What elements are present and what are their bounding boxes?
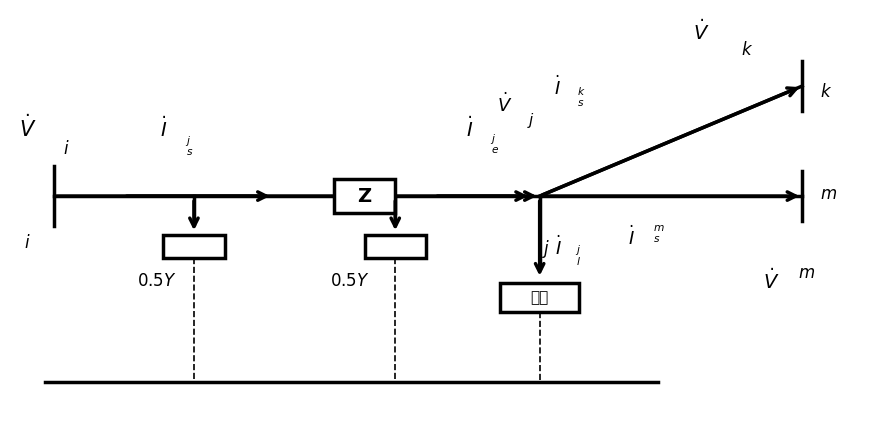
Text: $\dot{V}$: $\dot{V}$	[19, 114, 36, 141]
FancyBboxPatch shape	[333, 179, 395, 213]
Text: ${}^{m}_{s}$: ${}^{m}_{s}$	[652, 224, 665, 245]
Text: $j$: $j$	[541, 239, 549, 260]
Text: $j$: $j$	[526, 112, 534, 130]
Text: $\dot{I}$: $\dot{I}$	[160, 116, 167, 141]
FancyBboxPatch shape	[500, 283, 578, 312]
Text: ${}^{j}_{s}$: ${}^{j}_{s}$	[185, 135, 194, 158]
FancyBboxPatch shape	[364, 235, 425, 259]
Text: $\dot{I}$: $\dot{I}$	[554, 235, 560, 259]
Text: $m$: $m$	[797, 264, 814, 282]
Text: $\dot{V}$: $\dot{V}$	[762, 268, 779, 293]
Text: $0.5Y$: $0.5Y$	[329, 272, 369, 290]
Text: ${}^{j}_{e}$: ${}^{j}_{e}$	[489, 132, 498, 156]
Text: $\mathbf{Z}$: $\mathbf{Z}$	[357, 187, 372, 206]
Text: $\dot{I}$: $\dot{I}$	[553, 75, 560, 99]
Text: 负荷: 负荷	[530, 290, 548, 305]
Text: ${}^{j}_{l}$: ${}^{j}_{l}$	[574, 243, 581, 268]
Text: $\dot{I}$: $\dot{I}$	[466, 116, 473, 141]
Text: $\dot{I}$: $\dot{I}$	[627, 226, 634, 249]
FancyBboxPatch shape	[163, 235, 225, 259]
Text: $i$: $i$	[25, 234, 31, 252]
Text: $k$: $k$	[819, 83, 831, 101]
Text: $\dot{V}$: $\dot{V}$	[693, 19, 709, 44]
Text: $\dot{V}$: $\dot{V}$	[496, 92, 512, 115]
Text: ${}^{k}_{s}$: ${}^{k}_{s}$	[577, 86, 585, 109]
Text: $m$: $m$	[819, 185, 836, 203]
Text: $0.5Y$: $0.5Y$	[137, 272, 176, 290]
Text: $i$: $i$	[62, 140, 69, 158]
Text: $k$: $k$	[740, 40, 752, 58]
